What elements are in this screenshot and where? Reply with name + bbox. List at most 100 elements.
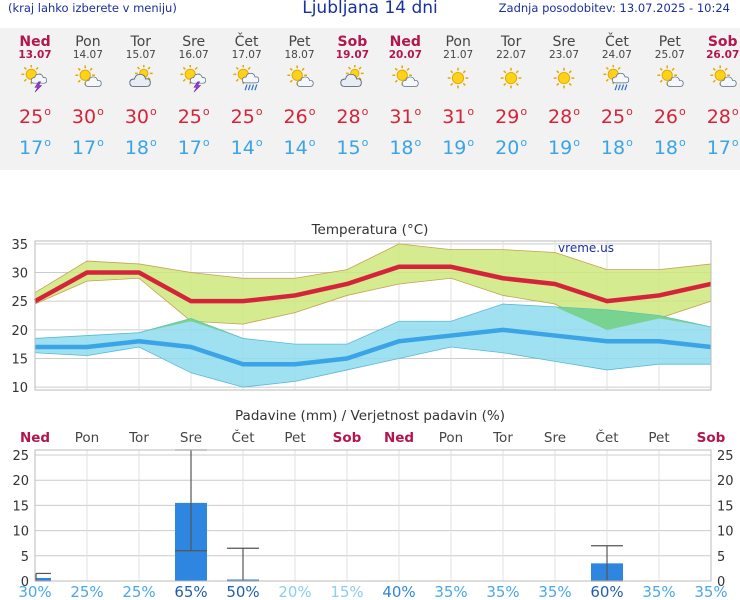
y-tick-label-right: 10 xyxy=(717,525,734,540)
precip-probability-label: 35% xyxy=(642,583,675,600)
daily-forecast-strip: Ned 13.07 25o 17o Pon 14.07 30o 17o Tor 15.07 30o 1… xyxy=(0,28,740,170)
y-tick-label: 25 xyxy=(11,295,28,310)
precip-day-label: Sre xyxy=(180,430,202,446)
min-temp: 18o xyxy=(600,136,633,159)
day-date: 25.07 xyxy=(654,49,685,61)
max-temp: 28o xyxy=(706,105,739,128)
forecast-day: Tor 22.07 29o 20o xyxy=(485,28,537,159)
partly-cloudy-icon xyxy=(129,65,153,87)
precip-probability-label: 15% xyxy=(330,583,363,600)
y-tick-label-right: 5 xyxy=(717,550,725,565)
y-tick-label-left: 25 xyxy=(12,449,29,464)
precip-day-label: Pon xyxy=(439,430,463,446)
day-name: Pet xyxy=(288,34,311,50)
y-tick-label-left: 10 xyxy=(12,525,29,540)
day-date: 15.07 xyxy=(125,49,156,61)
max-temp: 31o xyxy=(442,105,475,128)
precip-probability-label: 35% xyxy=(486,583,519,600)
y-tick-label-right: 25 xyxy=(717,449,734,464)
forecast-day: Pon 21.07 31o 19o xyxy=(432,28,484,159)
y-tick-label-right: 15 xyxy=(717,499,734,514)
min-temp: 18o xyxy=(124,136,157,159)
forecast-day: Pon 14.07 30o 17o xyxy=(62,28,114,159)
max-temp: 26o xyxy=(283,105,316,128)
forecast-day: Pet 25.07 26o 18o xyxy=(644,28,696,159)
max-temp: 25o xyxy=(600,105,633,128)
max-temp: 28o xyxy=(336,105,369,128)
max-temp: 31o xyxy=(389,105,422,128)
day-name: Sob xyxy=(707,34,738,50)
min-temp-line xyxy=(35,327,712,367)
max-temp: 25o xyxy=(230,105,263,128)
day-name: Sre xyxy=(182,34,206,50)
day-name: Čet xyxy=(234,34,259,50)
forecast-day: Sob 26.07 28o 17o xyxy=(697,28,740,159)
forecast-day: Sre 23.07 28o 19o xyxy=(538,28,590,159)
y-tick-label: 30 xyxy=(11,267,28,282)
day-date: 17.07 xyxy=(231,49,262,61)
min-temp: 14o xyxy=(283,136,316,159)
day-date: 21.07 xyxy=(443,49,474,61)
min-temp: 14o xyxy=(230,136,263,159)
max-temp: 26o xyxy=(653,105,686,128)
y-tick-label: 15 xyxy=(11,352,28,367)
forecast-day: Sob 19.07 28o 15o xyxy=(326,28,378,159)
precip-probability-label: 35% xyxy=(434,583,467,600)
precip-day-label: Sob xyxy=(697,430,726,446)
day-name: Sob xyxy=(337,34,368,50)
sun-icon xyxy=(500,67,522,89)
max-temp: 25o xyxy=(19,105,51,128)
temp-plot-frame xyxy=(34,240,712,391)
max-temp: 25o xyxy=(177,105,210,128)
min-temp: 17o xyxy=(706,136,739,159)
y-tick-label-right: 0 xyxy=(717,575,725,590)
sun-cloud-icon xyxy=(392,65,419,87)
precip-probability-label: 25% xyxy=(70,583,103,600)
sun-cloud-icon xyxy=(286,65,314,87)
min-temp: 17o xyxy=(19,136,51,159)
precip-probability-label: 35% xyxy=(694,583,727,600)
min-temp: 15o xyxy=(336,136,369,159)
y-tick-label-right: 20 xyxy=(717,474,734,489)
forecast-day: Ned 13.07 25o 17o xyxy=(9,28,61,159)
precip-day-label: Pon xyxy=(75,430,99,446)
day-date: 19.07 xyxy=(335,49,369,61)
min-temp: 17o xyxy=(177,136,210,159)
day-name: Tor xyxy=(500,34,522,50)
precip-plot-frame xyxy=(34,449,712,582)
precip-day-label: Pet xyxy=(648,430,669,446)
day-date: 23.07 xyxy=(548,49,580,61)
y-tick-label-left: 0 xyxy=(21,575,29,590)
min-temp: 17o xyxy=(71,136,104,159)
day-date: 26.07 xyxy=(706,49,740,61)
day-name: Pet xyxy=(658,34,681,50)
min-temp: 19o xyxy=(548,136,580,159)
day-name: Sre xyxy=(552,34,576,50)
max-temp: 30o xyxy=(71,105,104,128)
sun-cloud-icon xyxy=(75,65,102,87)
precip-day-label: Ned xyxy=(384,430,414,446)
precip-probability-label: 65% xyxy=(174,583,207,600)
sun-cloud-icon xyxy=(710,65,737,87)
sun-cloud-thunder-icon xyxy=(180,65,206,93)
sun-icon xyxy=(553,67,575,89)
max-temp-line xyxy=(33,264,712,304)
precip-day-label: Pet xyxy=(284,430,305,446)
min-temp: 19o xyxy=(442,136,475,159)
precip-day-label: Čet xyxy=(231,428,254,446)
y-tick-label: 35 xyxy=(11,238,28,253)
precip-day-label: Tor xyxy=(128,430,149,446)
day-date: 20.07 xyxy=(388,49,422,61)
day-name: Pon xyxy=(75,34,101,50)
precip-probability-label: 25% xyxy=(122,583,155,600)
forecast-day: Tor 15.07 30o 18o xyxy=(115,28,167,159)
day-name: Ned xyxy=(19,34,51,50)
y-tick-label-left: 20 xyxy=(12,474,29,489)
y-tick-label: 10 xyxy=(11,381,28,396)
precip-day-label: Ned xyxy=(20,430,50,446)
forecast-day: Čet 17.07 25o 14o xyxy=(221,28,273,159)
day-name: Ned xyxy=(389,34,421,50)
precip-probability-label: 50% xyxy=(226,583,259,600)
last-updated: Zadnja posodobitev: 13.07.2025 - 10:24 xyxy=(498,1,730,15)
